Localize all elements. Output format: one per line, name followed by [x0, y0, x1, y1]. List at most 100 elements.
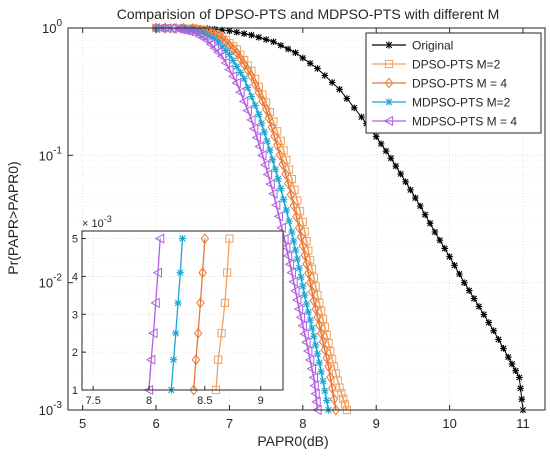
data-point — [307, 286, 317, 298]
data-point — [310, 332, 318, 340]
inset-y-tick-label: 5 — [72, 234, 78, 246]
data-point — [270, 38, 277, 46]
data-point — [416, 202, 424, 210]
data-point — [407, 186, 414, 194]
inset-series — [211, 234, 234, 395]
data-point — [480, 311, 488, 318]
inset-x-tick-label: 7.5 — [86, 395, 101, 407]
data-point — [224, 64, 234, 75]
data-point — [315, 319, 324, 331]
data-point — [495, 336, 502, 343]
data-point — [265, 178, 275, 190]
data-point — [262, 36, 270, 43]
data-point — [306, 363, 317, 374]
data-point — [336, 86, 343, 93]
data-point — [316, 327, 326, 339]
inset-series — [143, 233, 165, 396]
data-point — [218, 43, 226, 51]
data-point — [295, 312, 306, 323]
data-point — [282, 250, 293, 261]
inset-x-tick-label: 8.5 — [197, 395, 212, 407]
data-point — [313, 311, 322, 323]
data-point — [225, 50, 234, 59]
data-point — [231, 77, 241, 89]
data-point — [297, 273, 305, 281]
data-point — [290, 237, 298, 245]
data-point — [211, 35, 219, 43]
inset-series-line — [193, 238, 206, 391]
data-point — [500, 345, 507, 352]
data-point — [202, 35, 212, 46]
inset-frame — [81, 230, 284, 391]
data-point — [258, 95, 267, 107]
legend-marker — [385, 98, 393, 106]
data-point — [276, 222, 286, 233]
inset-data-point — [198, 267, 207, 279]
data-point — [302, 345, 313, 357]
data-point — [436, 236, 444, 244]
data-point — [294, 222, 304, 234]
data-point — [302, 300, 311, 308]
data-point — [275, 149, 285, 161]
legend-entry: MDPSO-PTS M = 4 — [372, 115, 517, 129]
data-point — [291, 294, 302, 306]
data-point — [304, 267, 313, 279]
data-point — [339, 394, 348, 403]
data-point — [382, 147, 390, 155]
data-point — [236, 53, 245, 65]
data-point — [293, 255, 301, 263]
data-point — [311, 396, 321, 408]
data-point — [317, 368, 325, 376]
data-point — [250, 78, 260, 90]
data-point — [247, 70, 256, 82]
data-point — [308, 324, 316, 332]
data-point — [239, 58, 249, 70]
data-point — [323, 396, 331, 405]
data-point — [350, 104, 358, 112]
data-point — [377, 140, 385, 148]
data-point — [248, 31, 255, 39]
data-point — [279, 233, 289, 245]
y-tick-label: 10-1 — [39, 145, 63, 163]
inset-y-tick-label: 2 — [72, 347, 78, 359]
x-tick-label: 11 — [516, 416, 530, 431]
data-point — [485, 319, 493, 326]
data-point — [183, 25, 194, 37]
data-point — [264, 112, 274, 124]
inset-data-point — [172, 329, 180, 337]
inset-data-point — [220, 298, 230, 308]
data-point — [327, 382, 337, 394]
data-point — [293, 303, 304, 315]
x-tick-label: 9 — [373, 416, 380, 431]
y-tick-label: 10-2 — [39, 273, 63, 291]
data-point — [310, 388, 320, 399]
data-point — [295, 207, 305, 216]
x-axis-label: PAPR0(dB) — [257, 433, 328, 449]
inset-data-point — [200, 233, 210, 245]
data-point — [460, 279, 468, 286]
legend-marker — [384, 59, 394, 69]
data-point — [329, 393, 339, 405]
data-point — [512, 367, 519, 375]
data-point — [431, 228, 439, 236]
inset-data-point — [148, 328, 158, 339]
data-point — [311, 303, 320, 315]
inset-plot: 7.5 8 8.5 9 1 2 3 4 5 × 10-3 — [72, 214, 284, 407]
data-point — [387, 154, 395, 162]
data-point — [225, 39, 234, 51]
data-point — [321, 72, 329, 79]
legend-marker — [384, 77, 394, 89]
legend-label: Original — [412, 39, 453, 53]
data-point — [300, 249, 309, 261]
data-point — [259, 159, 270, 171]
data-point — [233, 62, 241, 71]
data-point — [222, 46, 230, 55]
data-point — [292, 211, 301, 223]
data-point — [313, 290, 322, 300]
data-point — [251, 101, 259, 109]
data-point — [298, 217, 307, 227]
legend-entry: Original — [372, 39, 453, 53]
data-point — [313, 350, 322, 358]
x-tick-label: 8 — [299, 416, 306, 431]
data-point — [304, 308, 312, 316]
